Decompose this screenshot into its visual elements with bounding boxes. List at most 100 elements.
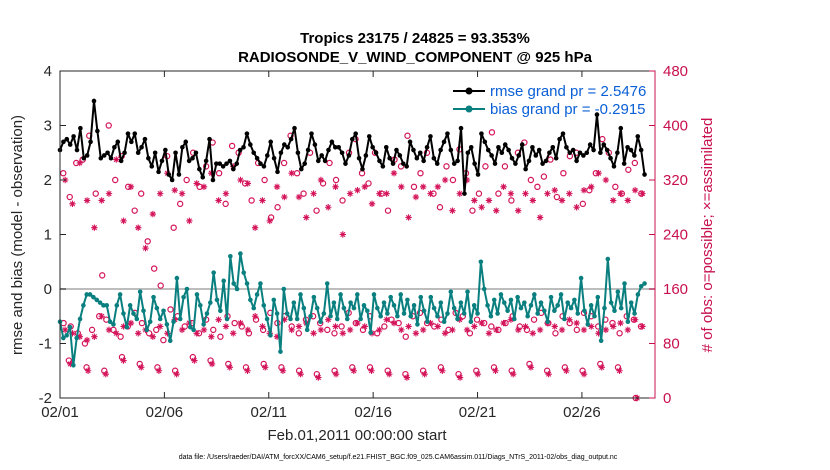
bias-point: [375, 305, 380, 311]
bias-point: [605, 256, 611, 262]
rmse-point: [64, 136, 70, 142]
bias-point: [441, 319, 447, 325]
bias-point: [228, 253, 233, 259]
rmse-point: [400, 161, 406, 166]
obs-assimilated-marker: [315, 374, 322, 381]
rmse-point: [169, 177, 175, 183]
obs-assimilated-marker: [69, 200, 76, 208]
rmse-point: [499, 150, 505, 156]
obs-possible-marker: [131, 207, 138, 214]
rmse-point: [584, 150, 590, 156]
rmse-point: [98, 155, 104, 161]
y-tick-label: 2: [44, 172, 52, 189]
obs-assimilated-marker: [573, 319, 580, 327]
rmse-point: [550, 145, 556, 150]
obs-assimilated-marker: [507, 190, 515, 197]
bias-point: [625, 319, 631, 325]
bias-point: [291, 300, 297, 305]
bias-point: [144, 327, 150, 333]
obs-assimilated-marker: [456, 316, 463, 323]
obs-assimilated-marker: [244, 326, 252, 334]
obs-assimilated-marker: [439, 367, 446, 374]
obs-possible-marker: [183, 176, 190, 184]
obs-possible-marker: [170, 224, 177, 231]
bias-point: [294, 316, 300, 322]
obs-assimilated-marker: [191, 357, 198, 364]
obs-assimilated-marker: [310, 330, 317, 337]
obs-possible-marker: [117, 333, 124, 340]
legend-rmse-marker: [465, 87, 473, 95]
obs-assimilated-marker: [529, 330, 537, 337]
obs-possible-marker: [138, 319, 146, 327]
rmse-point: [234, 161, 240, 166]
obs-possible-marker: [331, 330, 338, 337]
obs-assimilated-marker: [281, 316, 288, 323]
obs-possible-marker: [215, 169, 223, 177]
rmse-point: [312, 142, 318, 147]
bias-point: [308, 313, 313, 319]
rmse-point: [638, 147, 644, 153]
rmse-point: [180, 145, 185, 150]
rmse-point: [564, 145, 569, 150]
obs-possible-marker: [495, 190, 502, 197]
obs-assimilated-marker: [262, 364, 269, 371]
bias-point: [127, 303, 133, 308]
obs-assimilated-marker: [522, 323, 529, 330]
bias-point: [532, 292, 537, 297]
obs-possible-marker: [381, 323, 388, 330]
obs-possible-marker: [612, 183, 619, 191]
bias-point: [448, 289, 454, 295]
chart-title-line1: Tropics 23175 / 24825 = 93.353%: [300, 30, 530, 47]
obs-assimilated-marker: [178, 190, 186, 197]
rmse-point: [183, 139, 189, 145]
bias-point: [234, 286, 240, 292]
obs-possible-marker: [488, 323, 495, 330]
rmse-point: [339, 150, 345, 156]
obs-assimilated-marker: [208, 360, 216, 368]
obs-assimilated-marker: [398, 326, 405, 334]
bias-point: [451, 305, 457, 311]
rmse-point: [67, 142, 73, 147]
obs-assimilated-marker: [251, 224, 259, 231]
bias-point: [164, 322, 170, 327]
rmse-point: [445, 131, 450, 136]
rmse-point: [115, 139, 121, 145]
rmse-point: [560, 131, 566, 136]
obs-possible-marker: [145, 330, 153, 337]
obs-assimilated-marker: [609, 197, 617, 204]
rmse-point: [414, 155, 420, 161]
rmse-point: [207, 136, 212, 142]
obs-possible-marker: [625, 166, 632, 173]
obs-possible-marker: [167, 306, 174, 313]
rmse-point: [482, 139, 488, 145]
rmse-point: [438, 147, 443, 153]
obs-assimilated-marker: [463, 176, 471, 184]
bias-point: [391, 303, 397, 308]
obs-assimilated-marker: [580, 370, 588, 378]
x-tick-label: 02/11: [251, 404, 287, 421]
bias-point: [582, 308, 587, 314]
obs-possible-marker: [176, 200, 184, 208]
x-tick-label: 02/06: [146, 404, 184, 421]
obs-assimilated-marker: [98, 313, 105, 320]
bias-point: [418, 294, 424, 300]
obs-assimilated-marker: [580, 187, 588, 194]
rmse-point: [526, 158, 532, 164]
obs-assimilated-marker: [84, 367, 92, 374]
obs-assimilated-marker: [222, 323, 230, 330]
bias-point: [471, 303, 477, 308]
obs-assimilated-marker: [135, 224, 142, 231]
bias-point: [311, 294, 317, 300]
legend-bias-label: bias grand pr = -0.2915: [490, 101, 646, 118]
rmse-point: [193, 150, 199, 156]
bias-point: [341, 305, 347, 311]
obs-assimilated-marker: [493, 326, 500, 334]
obs-assimilated-marker: [361, 183, 368, 191]
rmse-point: [587, 142, 593, 147]
obs-assimilated-marker: [105, 190, 113, 197]
obs-assimilated-marker: [527, 364, 535, 371]
bias-point: [157, 316, 163, 322]
obs-assimilated-marker: [354, 319, 361, 327]
rmse-point: [455, 158, 460, 164]
bias-point: [498, 292, 504, 297]
